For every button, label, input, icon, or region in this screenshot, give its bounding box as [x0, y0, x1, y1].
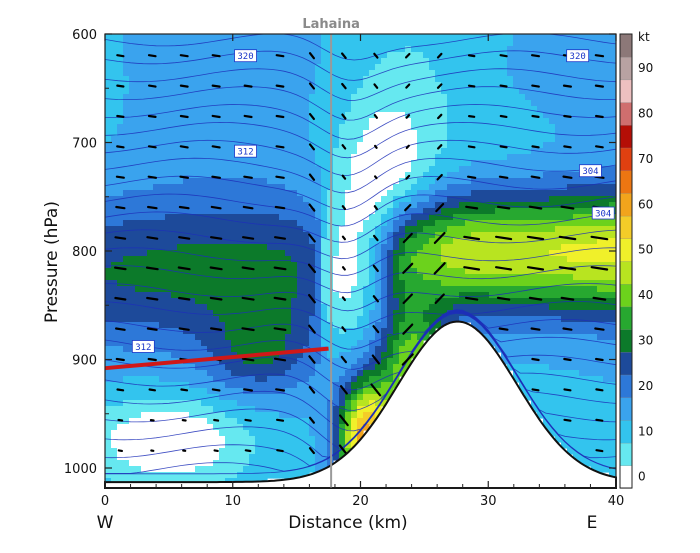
colorbar-segment	[619, 33, 633, 58]
colorbar-segment	[619, 465, 633, 489]
isentrope-label: 320	[234, 49, 257, 62]
colorbar-segment	[619, 306, 633, 330]
isentrope-label: 312	[131, 340, 155, 353]
x-west-label: W	[97, 513, 114, 533]
colorbar-tick-label: 70	[638, 152, 653, 166]
isentrope-label: 304	[591, 206, 615, 220]
colorbar-segment	[619, 101, 633, 126]
colorbar-segment	[619, 238, 633, 262]
colorbar-segment	[619, 442, 633, 466]
colorbar-segment	[619, 260, 633, 285]
colorbar-tick-label: 60	[638, 197, 653, 211]
colorbar: 0 10 20 30 40 50 60 70 80 90	[619, 33, 653, 489]
colorbar-tick-label: 80	[638, 106, 653, 120]
isentrope-labels: 320 312 312 304 304 320	[131, 49, 615, 353]
y-axis: 600 700 800 900 1000	[64, 28, 616, 477]
colorbar-tick-label: 0	[638, 470, 646, 484]
colorbar-tick-label: 10	[638, 424, 653, 438]
x-tick-label: 40	[608, 494, 625, 509]
colorbar-segment	[619, 170, 633, 194]
colorbar-tick-label: 30	[638, 333, 653, 347]
colorbar-frame	[619, 33, 633, 489]
colorbar-segment	[619, 374, 633, 398]
colorbar-segment	[619, 124, 633, 149]
y-tick-label: 1000	[64, 462, 97, 477]
x-east-label: E	[587, 513, 598, 533]
colorbar-segment	[619, 419, 633, 444]
x-axis: 0 10 20 30 40	[101, 34, 624, 509]
colorbar-tick-label: 20	[638, 379, 653, 393]
colorbar-tick-label: 50	[638, 243, 653, 257]
x-tick-label: 20	[352, 494, 369, 509]
isentrope-label: 312	[234, 144, 257, 158]
inversion-line	[104, 346, 329, 371]
y-tick-label: 700	[72, 137, 97, 152]
y-tick-label: 900	[72, 354, 97, 369]
y-tick-label: 600	[72, 28, 97, 43]
x-tick-label: 0	[101, 494, 109, 509]
colorbar-segment	[619, 283, 633, 308]
colorbar-segment	[619, 397, 633, 421]
colorbar-segment	[619, 192, 633, 217]
lahaina-marker-label: Lahaina	[302, 17, 360, 32]
colorbar-segment	[619, 147, 633, 171]
x-tick-label: 10	[224, 494, 241, 509]
colorbar-segment	[619, 328, 633, 353]
colorbar-segment	[619, 215, 633, 239]
x-axis-title: Distance (km)	[288, 513, 407, 533]
colorbar-segment	[619, 56, 633, 81]
isentrope-label: 304	[579, 164, 602, 177]
terrain-profile	[104, 320, 617, 489]
isentrope-contours	[105, 34, 616, 475]
colorbar-segment	[619, 79, 633, 103]
wind-arrows	[113, 52, 609, 457]
y-axis-title: Pressure (hPa)	[42, 201, 62, 323]
colorbar-unit: kt	[638, 30, 650, 44]
x-tick-label: 30	[480, 494, 497, 509]
colorbar-tick-label: 90	[638, 61, 653, 75]
colorbar-segment	[619, 351, 633, 376]
isentrope-label: 320	[566, 49, 590, 62]
colorbar-tick-label: 40	[638, 288, 653, 302]
y-tick-label: 800	[72, 245, 97, 260]
